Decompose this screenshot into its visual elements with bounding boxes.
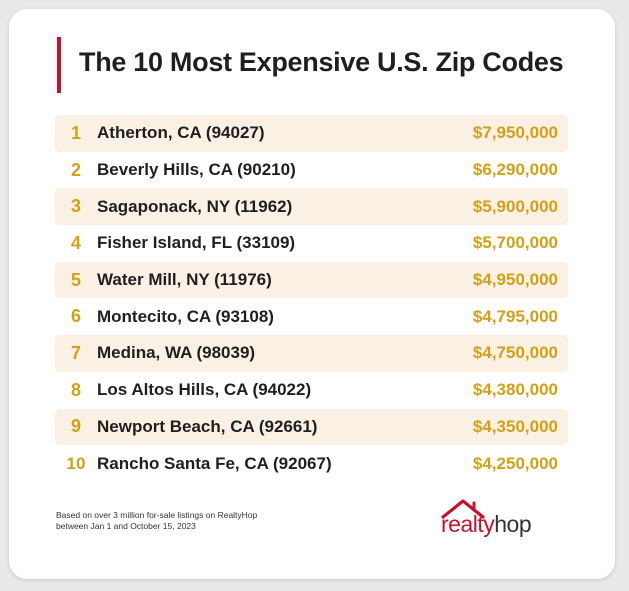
median-price: $4,750,000 [472, 343, 558, 363]
rank-number: 5 [70, 269, 81, 290]
rank-number: 4 [70, 232, 81, 253]
list-item: 7 Medina, WA (98039) $4,750,000 [55, 335, 568, 372]
ranking-list: 1 Atherton, CA (94027) $7,950,000 2 Beve… [55, 115, 568, 482]
zip-code-name: Beverly Hills, CA (90210) [97, 160, 296, 180]
zip-code-name: Los Altos Hills, CA (94022) [97, 380, 312, 400]
list-item: 5 Water Mill, NY (11976) $4,950,000 [55, 261, 568, 299]
rank-number: 7 [70, 342, 81, 363]
rank-number: 10 [66, 453, 86, 473]
rank-number: 9 [70, 416, 81, 437]
logo-wordmark: realtyhop [441, 511, 532, 538]
median-price: $4,350,000 [472, 416, 558, 436]
infographic-card: The 10 Most Expensive U.S. Zip Codes 1 A… [9, 9, 615, 579]
list-item: 2 Beverly Hills, CA (90210) $6,290,000 [55, 152, 568, 189]
rank-number: 6 [70, 306, 81, 327]
list-item: 9 Newport Beach, CA (92661) $4,350,000 [55, 408, 568, 446]
median-price: $4,380,000 [472, 380, 558, 400]
zip-code-name: Atherton, CA (94027) [97, 123, 265, 143]
rank-number: 8 [70, 379, 81, 400]
list-item: 10 Rancho Santa Fe, CA (92067) $4,250,00… [55, 445, 568, 482]
list-item: 6 Montecito, CA (93108) $4,795,000 [55, 298, 568, 335]
zip-code-name: Medina, WA (98039) [97, 343, 256, 363]
logo-text-realty: realty [441, 511, 495, 537]
list-item: 3 Sagaponack, NY (11962) $5,900,000 [55, 188, 568, 226]
list-item: 8 Los Altos Hills, CA (94022) $4,380,000 [55, 372, 568, 409]
source-footnote: Based on over 3 million for-sale listing… [56, 510, 316, 532]
zip-code-name: Fisher Island, FL (33109) [97, 233, 296, 253]
house-roof-icon [441, 499, 485, 519]
median-price: $5,700,000 [472, 233, 558, 253]
zip-code-name: Newport Beach, CA (92661) [97, 416, 318, 436]
list-item: 4 Fisher Island, FL (33109) $5,700,000 [55, 225, 568, 262]
rank-number: 1 [70, 122, 81, 143]
zip-code-name: Water Mill, NY (11976) [97, 270, 272, 290]
logo-text-hop: hop [494, 511, 532, 537]
median-price: $5,900,000 [472, 196, 558, 216]
median-price: $4,950,000 [472, 270, 558, 290]
title-accent-bar [57, 37, 61, 93]
median-price: $4,250,000 [472, 453, 558, 473]
list-item: 1 Atherton, CA (94027) $7,950,000 [55, 115, 568, 152]
realtyhop-logo: realtyhop [441, 497, 571, 543]
footnote-line-1: Based on over 3 million for-sale listing… [56, 510, 258, 520]
median-price: $6,290,000 [472, 160, 558, 180]
rank-number: 2 [70, 159, 81, 180]
zip-code-name: Sagaponack, NY (11962) [97, 196, 293, 216]
median-price: $7,950,000 [472, 123, 558, 143]
rank-number: 3 [70, 196, 81, 217]
footnote-line-2: between Jan 1 and October 15, 2023 [56, 521, 196, 531]
page-title: The 10 Most Expensive U.S. Zip Codes [79, 47, 564, 77]
zip-code-name: Montecito, CA (93108) [97, 306, 274, 326]
median-price: $4,795,000 [472, 306, 558, 326]
zip-code-name: Rancho Santa Fe, CA (92067) [97, 453, 332, 473]
